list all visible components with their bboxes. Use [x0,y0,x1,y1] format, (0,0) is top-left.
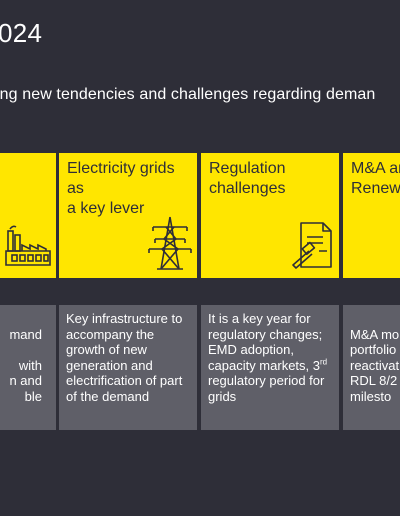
card-title: M&A an Renewa [351,160,400,197]
page-title: 024 [0,18,43,48]
card-regulation: Regulation challenges [201,153,339,278]
card-description-electricity-grids: Key infrastructure to accompany the grow… [59,305,197,430]
description-text: It is a key year for regulatory changes;… [208,311,323,373]
description-text-end: regulatory period for grids [208,373,325,404]
card-ma-renewables: M&A an Renewa [343,153,400,278]
card-title: Regulation challenges [209,160,286,197]
card-description-ma-renewables: M&A mo portfolio reactivat RDL 8/2 miles… [343,305,400,430]
description-text: M&A mo portfolio reactivat RDL 8/2 miles… [350,326,400,404]
transmission-tower-icon [148,216,192,270]
description-text: Key infrastructure to accompany the grow… [66,311,183,404]
description-text: mand with n and ble [9,326,42,404]
card-title: emand [0,159,52,179]
factory-icon [5,225,51,266]
card-description-demand: mand with n and ble [0,305,56,430]
card-demand: emand [0,153,56,278]
card-title: Electricity grids as a key lever [67,160,175,217]
card-description-regulation: It is a key year for regulatory changes;… [201,305,339,430]
page-subtitle: ing new tendencies and challenges regard… [0,86,376,103]
card-electricity-grids: Electricity grids as a key lever [59,153,197,278]
document-gavel-icon [292,222,332,269]
superscript-rd: rd [320,357,328,367]
